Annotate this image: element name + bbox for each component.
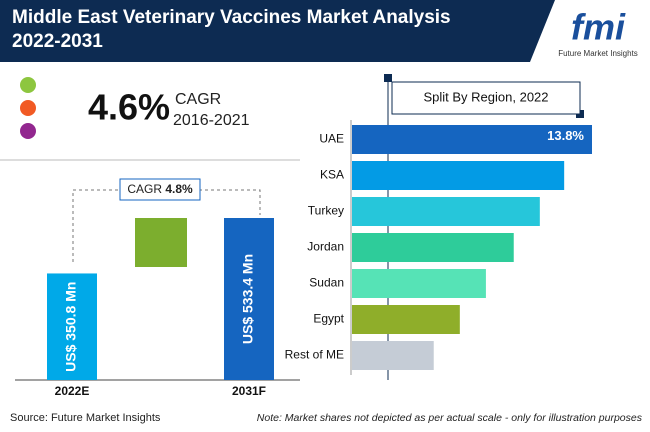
dot (20, 77, 36, 93)
source: Source: Future Market Insights (10, 412, 161, 424)
title-box (391, 81, 581, 115)
note: Note: Market shares not depicted as per … (257, 412, 643, 424)
title: Middle East Veterinary Vaccines Market A… (12, 7, 451, 52)
y-tick-label: Sudan (309, 276, 344, 290)
cagr-label: CAGR (175, 91, 221, 108)
x-tick-label: 2031F (232, 384, 266, 398)
bar (352, 305, 460, 334)
bar (352, 269, 486, 298)
cagr-value: 4.6% (88, 87, 170, 128)
bracket (72, 189, 261, 262)
annotation-box (119, 178, 201, 201)
header-band (0, 0, 555, 62)
bar (224, 218, 274, 380)
logo-caption: Future Market Insights (558, 49, 638, 58)
bar (352, 125, 592, 154)
y-tick-label: Rest of ME (285, 348, 344, 362)
dot (20, 100, 36, 116)
annotation: CAGR 4.8% (127, 182, 193, 196)
y-tick-label: UAE (319, 132, 344, 146)
dot (20, 123, 36, 139)
y-tick-label: Turkey (308, 204, 344, 218)
value-label: 13.8% (547, 128, 584, 143)
corner (384, 74, 392, 82)
y-tick-label: Jordan (307, 240, 344, 254)
bar (47, 273, 97, 380)
value-label: US$ 350.8 Mn (63, 282, 79, 372)
cagr-period: 2016-2021 (173, 112, 250, 129)
y-tick-label: KSA (320, 168, 344, 182)
x-tick-label: 2022E (55, 384, 90, 398)
logo: fmi (571, 7, 626, 48)
chart-title: Split By Region, 2022 (423, 89, 548, 104)
bar (352, 341, 434, 370)
value-label: US$ 533.4 Mn (240, 254, 256, 344)
increment-block (135, 218, 187, 267)
bar (352, 197, 540, 226)
bar (352, 161, 565, 190)
bar (352, 233, 514, 262)
y-tick-label: Egypt (313, 312, 344, 326)
